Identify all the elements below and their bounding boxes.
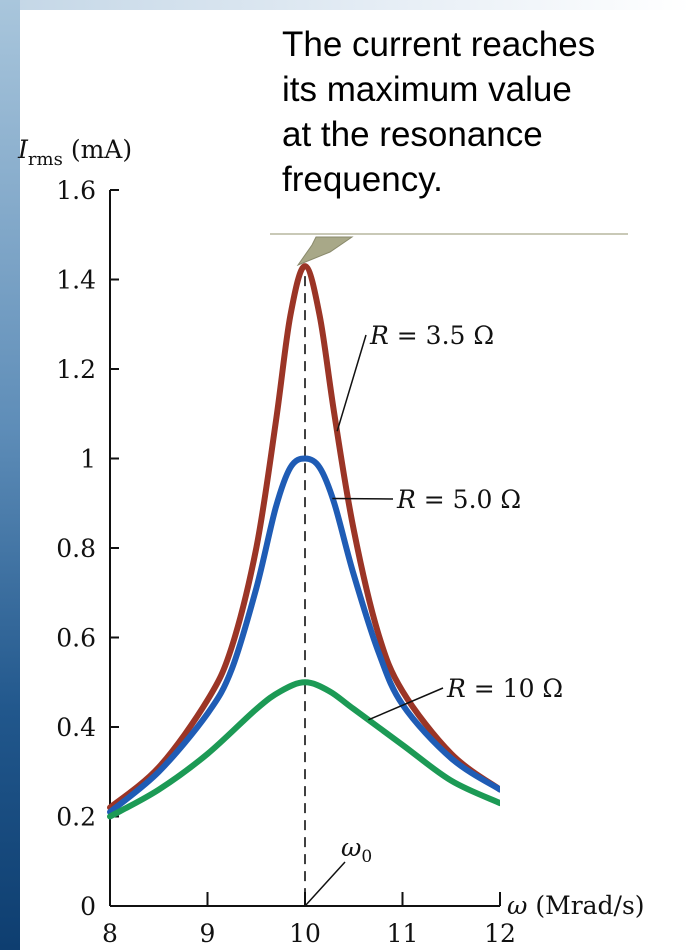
annotation-arrow <box>296 236 354 267</box>
annotation-line: frequency. <box>282 160 443 199</box>
y-tick-label: 1.4 <box>56 266 96 295</box>
curve-label-pointer <box>368 687 444 721</box>
x-tick-label: 11 <box>387 919 419 948</box>
x-tick-label: 12 <box>484 919 516 948</box>
svg-text:Irms(mA): Irms (mA) <box>17 135 132 170</box>
resonance-label-pointer <box>304 861 346 907</box>
curves <box>107 263 500 820</box>
resonance-label: ω0 <box>341 833 372 867</box>
curve-label-pointer <box>336 334 367 432</box>
x-tick-label: 9 <box>200 919 216 948</box>
y-tick-label: 1 <box>80 445 96 474</box>
curve-labels: ω0 R = 3.5 Ω R = 5.0 Ω R = 10 Ω <box>304 321 563 907</box>
y-axis-title: Irms (mA) <box>17 135 132 170</box>
y-axis-title-subscript: rms <box>28 149 63 170</box>
x-axis-title: ω (Mrad/s) <box>507 891 645 920</box>
series-line <box>107 455 500 815</box>
x-tick-label: 8 <box>102 919 118 948</box>
slide-top-bar <box>0 0 691 10</box>
series-line <box>107 263 500 811</box>
annotation-text: The current reaches its maximum value at… <box>282 22 682 202</box>
y-tick-label: 0.4 <box>56 713 96 742</box>
y-tick-label: 0.2 <box>56 803 96 832</box>
curve-label: R = 10 Ω <box>446 674 563 703</box>
slide-side-stripe <box>0 0 20 950</box>
y-ticks: 0 0.2 0.4 0.6 0.8 1 1.2 1.4 1.6 <box>56 176 119 921</box>
y-tick-label: 1.2 <box>56 355 96 384</box>
y-tick-label: 0.6 <box>56 624 96 653</box>
series-line <box>107 679 500 820</box>
curve-label: R = 3.5 Ω <box>369 321 494 350</box>
y-tick-label: 0 <box>80 892 96 921</box>
curve-label: R = 5.0 Ω <box>396 485 521 514</box>
annotation-line: its maximum value <box>282 70 572 109</box>
curve-label-pointer <box>332 497 394 500</box>
y-tick-label: 1.6 <box>56 176 96 205</box>
y-axis-title-symbol: I <box>17 135 29 164</box>
y-axis-title-unit: (mA) <box>71 135 132 164</box>
annotation-pointer <box>270 233 628 267</box>
x-ticks: 8 9 10 11 12 <box>102 892 516 948</box>
annotation-line: at the resonance <box>282 115 543 154</box>
annotation-line: The current reaches <box>282 25 596 64</box>
x-tick-label: 10 <box>289 919 321 948</box>
y-tick-label: 0.8 <box>56 534 96 563</box>
